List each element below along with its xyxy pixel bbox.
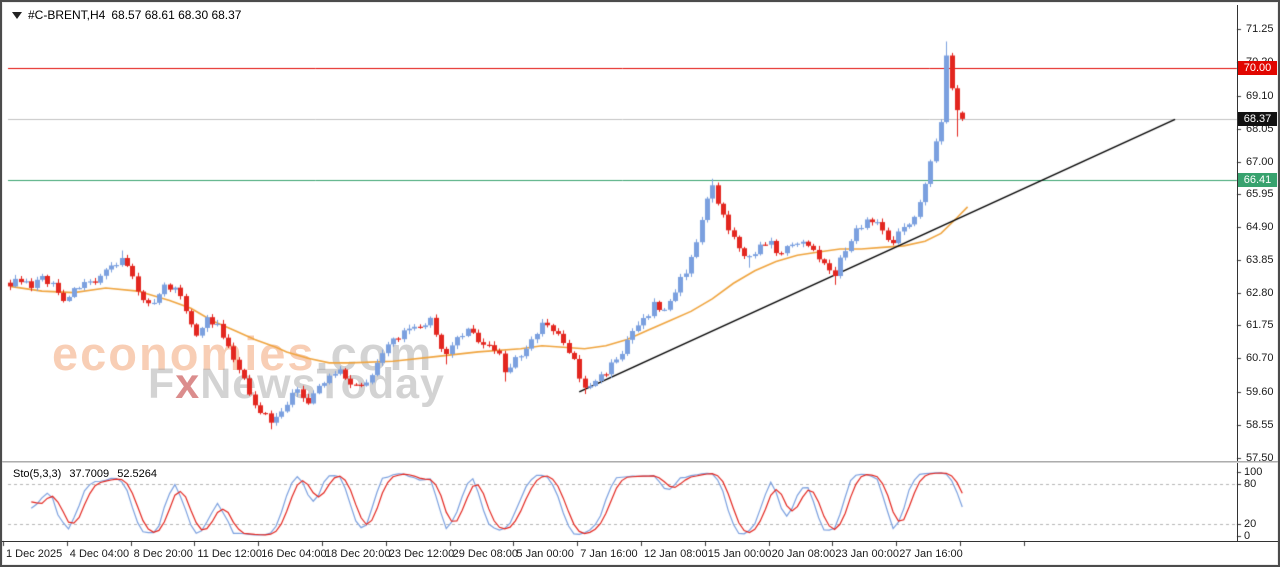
price-tick-label: 58.55	[1246, 419, 1274, 432]
dropdown-icon[interactable]	[12, 12, 22, 19]
time-tick-label: 5 Jan 00:00	[516, 548, 574, 560]
time-tick-label: 16 Dec 04:00	[261, 548, 327, 560]
time-tick-label: 23 Dec 12:00	[388, 548, 455, 560]
time-tick-label: 8 Dec 20:00	[133, 548, 193, 560]
pane-separator[interactable]	[2, 461, 1278, 463]
price-scale-divider	[1237, 5, 1238, 542]
price-tick-label: 69.10	[1246, 90, 1274, 103]
resistance-price-badge: 70.00	[1238, 61, 1277, 75]
time-tick-label: 12 Jan 08:00	[644, 548, 708, 560]
stochastic-tick-label: 100	[1244, 465, 1263, 478]
stochastic-d-value: 52.5264	[117, 468, 157, 480]
stochastic-axis[interactable]: 100 80 20 0	[1237, 462, 1278, 543]
price-tick-label: 63.85	[1246, 253, 1274, 266]
price-tick-label: 59.60	[1246, 386, 1274, 399]
time-tick-label: 27 Jan 16:00	[899, 548, 963, 560]
price-tick-label: 64.90	[1246, 221, 1274, 234]
time-tick-label: 15 Jan 00:00	[707, 548, 772, 560]
time-tick-label: 4 Dec 04:00	[69, 548, 130, 560]
price-tick-label: 57.50	[1246, 452, 1274, 464]
chart-title: #C-BRENT,H4 68.57 68.61 68.30 68.37	[12, 8, 241, 22]
time-tick-label: 18 Dec 20:00	[325, 548, 391, 560]
price-tick-label: 71.25	[1246, 23, 1274, 35]
symbol-label: #C-BRENT,H4	[28, 8, 106, 22]
stochastic-tick-label: 0	[1244, 530, 1251, 543]
time-scale-divider	[2, 541, 1278, 542]
time-axis[interactable]: 1 Dec 2025 4 Dec 04:00 8 Dec 20:00 11 Dec 1…	[2, 542, 1278, 565]
support-price-badge: 66.41	[1238, 173, 1277, 187]
price-tick-label: 65.95	[1246, 188, 1274, 201]
quote-ohlc: 68.57 68.61 68.30 68.37	[111, 8, 242, 22]
price-tick-label: 62.80	[1246, 286, 1274, 299]
price-tick-label: 60.70	[1246, 352, 1274, 365]
stochastic-k-value: 37.7009	[69, 468, 110, 480]
current-price-badge: 68.37	[1238, 111, 1277, 126]
time-tick-label: 29 Dec 08:00	[452, 548, 519, 560]
stochastic-tick-label: 80	[1244, 478, 1257, 491]
stochastic-tick-label: 20	[1244, 517, 1257, 530]
price-tick-label: 67.00	[1246, 155, 1274, 168]
time-tick-label: 11 Dec 12:00	[197, 548, 263, 560]
stochastic-label: Sto(5,3,3) 37.7009 52.5264	[13, 468, 162, 480]
stochastic-name: Sto(5,3,3)	[13, 468, 62, 480]
time-tick-label: 7 Jan 16:00	[580, 548, 638, 560]
price-tick-label: 61.75	[1246, 319, 1274, 332]
time-tick-label: 20 Jan 08:00	[771, 548, 836, 560]
time-tick-label: 23 Jan 00:00	[835, 548, 900, 560]
time-tick-label: 1 Dec 2025	[6, 548, 63, 560]
